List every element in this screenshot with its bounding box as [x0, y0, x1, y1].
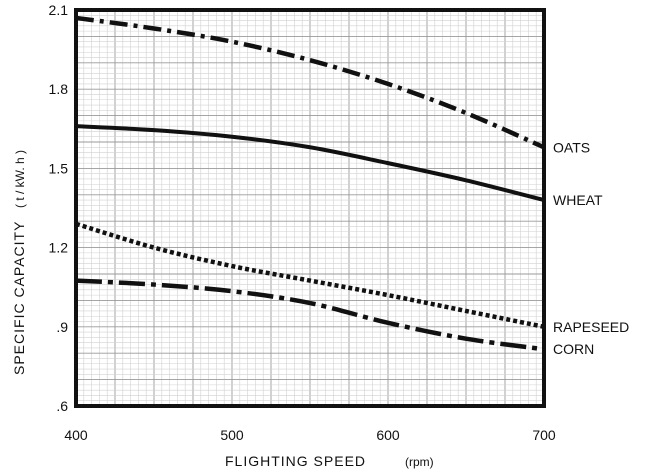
y-tick-label: .9 [56, 319, 68, 335]
x-axis-title: FLIGHTING SPEED [225, 453, 366, 469]
y-axis-unit: ( t / kW. h ) [13, 150, 27, 208]
series-line-rapeseed [75, 221, 545, 330]
y-tick-label: 2.1 [49, 2, 69, 18]
y-tick-label: 1.5 [49, 160, 69, 176]
y-tick-label: .6 [56, 398, 68, 414]
x-tick-label: 500 [220, 427, 244, 443]
series-label-corn: CORN [553, 341, 594, 357]
x-tick-label: 600 [376, 427, 400, 443]
x-tick-label: 700 [532, 427, 556, 443]
y-tick-label: 1.8 [49, 81, 69, 97]
plot-frame [74, 8, 546, 408]
y-axis-title: SPECIFIC CAPACITY [11, 221, 27, 375]
series-line-oats [75, 15, 545, 150]
chart-grid [76, 10, 544, 406]
series-line-wheat [75, 124, 545, 203]
series-lines [75, 15, 545, 352]
series-label-wheat: WHEAT [553, 192, 603, 208]
series-label-oats: OATS [553, 139, 590, 155]
x-tick-label: 400 [64, 427, 88, 443]
y-tick-label: 1.2 [49, 240, 69, 256]
axis-ticks: 400 500 600 700 .6 .9 1.2 1.5 1.8 2.1 [49, 2, 556, 443]
series-label-rapeseed: RAPESEED [553, 319, 629, 335]
series-line-corn [75, 278, 545, 352]
x-axis-unit: (rpm) [405, 455, 434, 469]
series-labels: OATS WHEAT RAPESEED CORN [553, 139, 629, 357]
